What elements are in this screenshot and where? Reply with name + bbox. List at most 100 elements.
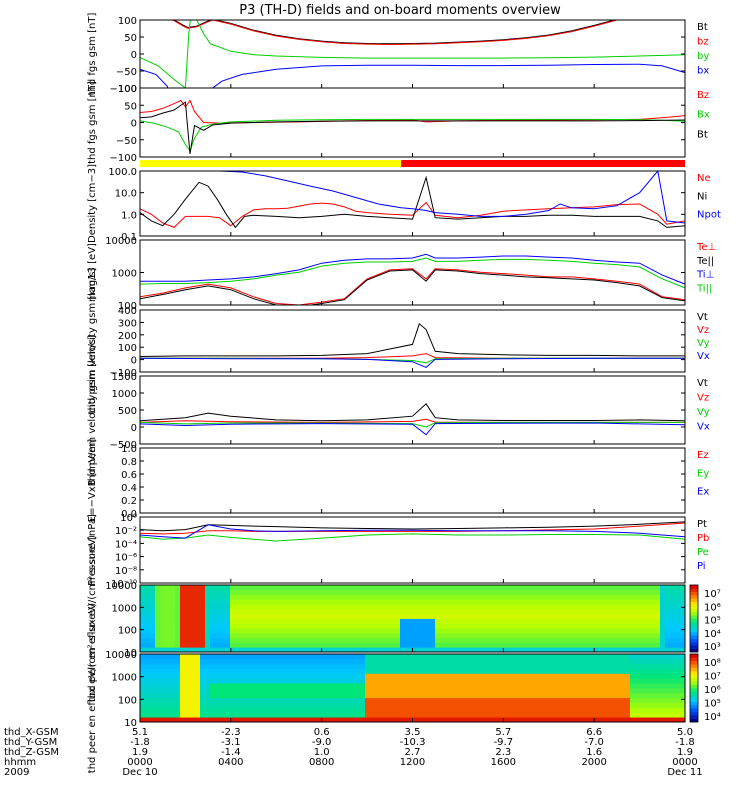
heatmap-cell: [245, 712, 251, 718]
heatmap-cell: [660, 647, 666, 653]
heatmap-cell: [400, 632, 406, 639]
heatmap-cell: [275, 642, 281, 648]
heatmap-cell: [580, 668, 586, 674]
heatmap-cell: [195, 697, 201, 703]
heatmap-cell: [370, 632, 376, 639]
heatmap-cell: [330, 637, 336, 643]
heatmap-cell: [670, 697, 676, 703]
heatmap-cell: [595, 642, 601, 648]
heatmap-cell: [665, 717, 671, 723]
heatmap-cell: [520, 697, 526, 703]
heatmap-cell: [595, 618, 601, 624]
heatmap-cell: [365, 599, 371, 605]
y-tick-label: 10⁻⁸: [115, 566, 137, 577]
ephemeris-value: -10.3: [400, 737, 426, 748]
heatmap-cell: [680, 678, 686, 684]
heatmap-cell: [230, 632, 236, 639]
heatmap-cell: [280, 623, 286, 629]
heatmap-cell: [655, 707, 661, 713]
heatmap-cell: [260, 663, 266, 669]
heatmap-cell: [190, 599, 196, 605]
heatmap-cell: [605, 589, 611, 595]
heatmap-cell: [205, 585, 211, 591]
heatmap-cell: [405, 712, 411, 718]
heatmap-cell: [430, 628, 436, 634]
heatmap-cell: [340, 618, 346, 624]
heatmap-cell: [610, 688, 616, 694]
heatmap-cell: [615, 642, 621, 648]
heatmap-cell: [175, 717, 181, 723]
heatmap-cell: [480, 702, 486, 708]
heatmap-cell: [575, 628, 581, 634]
heatmap-cell: [435, 668, 441, 674]
heatmap-cell: [575, 702, 581, 708]
colorbar-step: [690, 605, 698, 609]
heatmap-cell: [235, 717, 241, 723]
heatmap-cell: [210, 632, 216, 639]
heatmap-cell: [380, 712, 386, 718]
heatmap-cell: [410, 697, 416, 703]
heatmap-cell: [285, 712, 291, 718]
heatmap-cell: [520, 668, 526, 674]
heatmap-cell: [630, 637, 636, 643]
figure-title: P3 (TH-D) fields and on-board moments ov…: [239, 3, 561, 18]
heatmap-cell: [180, 707, 186, 713]
heatmap-cell: [370, 688, 376, 694]
heatmap-cell: [405, 688, 411, 694]
heatmap-cell: [200, 637, 206, 643]
heatmap-cell: [225, 594, 231, 600]
heatmap-cell: [380, 642, 386, 648]
heatmap-cell: [210, 707, 216, 713]
legend-entry: Ey: [697, 468, 709, 479]
heatmap-cell: [140, 683, 146, 689]
heatmap-cell: [485, 707, 491, 713]
heatmap-cell: [250, 717, 256, 723]
heatmap-cell: [430, 623, 436, 629]
heatmap-cell: [620, 712, 626, 718]
heatmap-cell: [360, 702, 366, 708]
heatmap-cell: [565, 663, 571, 669]
heatmap-cell: [175, 604, 181, 610]
heatmap-cell: [370, 717, 376, 723]
heatmap-cell: [170, 683, 176, 689]
heatmap-cell: [160, 717, 166, 723]
colorbar-step: [690, 688, 698, 692]
heatmap-cell: [165, 632, 171, 639]
heatmap-cell: [535, 642, 541, 648]
heatmap-cell: [390, 702, 396, 708]
heatmap-cell: [650, 658, 656, 665]
heatmap-cell: [220, 642, 226, 648]
heatmap-cell: [565, 673, 571, 679]
heatmap-cell: [595, 673, 601, 679]
heatmap-cell: [500, 678, 506, 684]
heatmap-cell: [315, 589, 321, 595]
heatmap-cell: [350, 613, 356, 619]
heatmap-cell: [345, 697, 351, 703]
heatmap-cell: [600, 628, 606, 634]
time-tick-label: 0000: [127, 757, 152, 768]
heatmap-cell: [330, 663, 336, 669]
heatmap-cell: [650, 608, 656, 615]
heatmap-cell: [255, 604, 261, 610]
heatmap-cell: [380, 618, 386, 624]
heatmap-cell: [435, 678, 441, 684]
heatmap-cell: [570, 623, 576, 629]
heatmap-cell: [600, 618, 606, 624]
heatmap-cell: [620, 604, 626, 610]
heatmap-cell: [445, 594, 451, 600]
heatmap-cell: [335, 692, 341, 699]
heatmap-cell: [645, 678, 651, 684]
heatmap-cell: [330, 613, 336, 619]
heatmap-cell: [185, 637, 191, 643]
heatmap-cell: [625, 585, 631, 591]
heatmap-cell: [595, 623, 601, 629]
heatmap-cell: [200, 642, 206, 648]
heatmap-cell: [510, 647, 516, 653]
heatmap-cell: [570, 599, 576, 605]
heatmap-cell: [215, 654, 221, 660]
heatmap-cell: [275, 702, 281, 708]
heatmap-cell: [470, 688, 476, 694]
heatmap-cell: [430, 707, 436, 713]
heatmap-cell: [675, 585, 681, 591]
